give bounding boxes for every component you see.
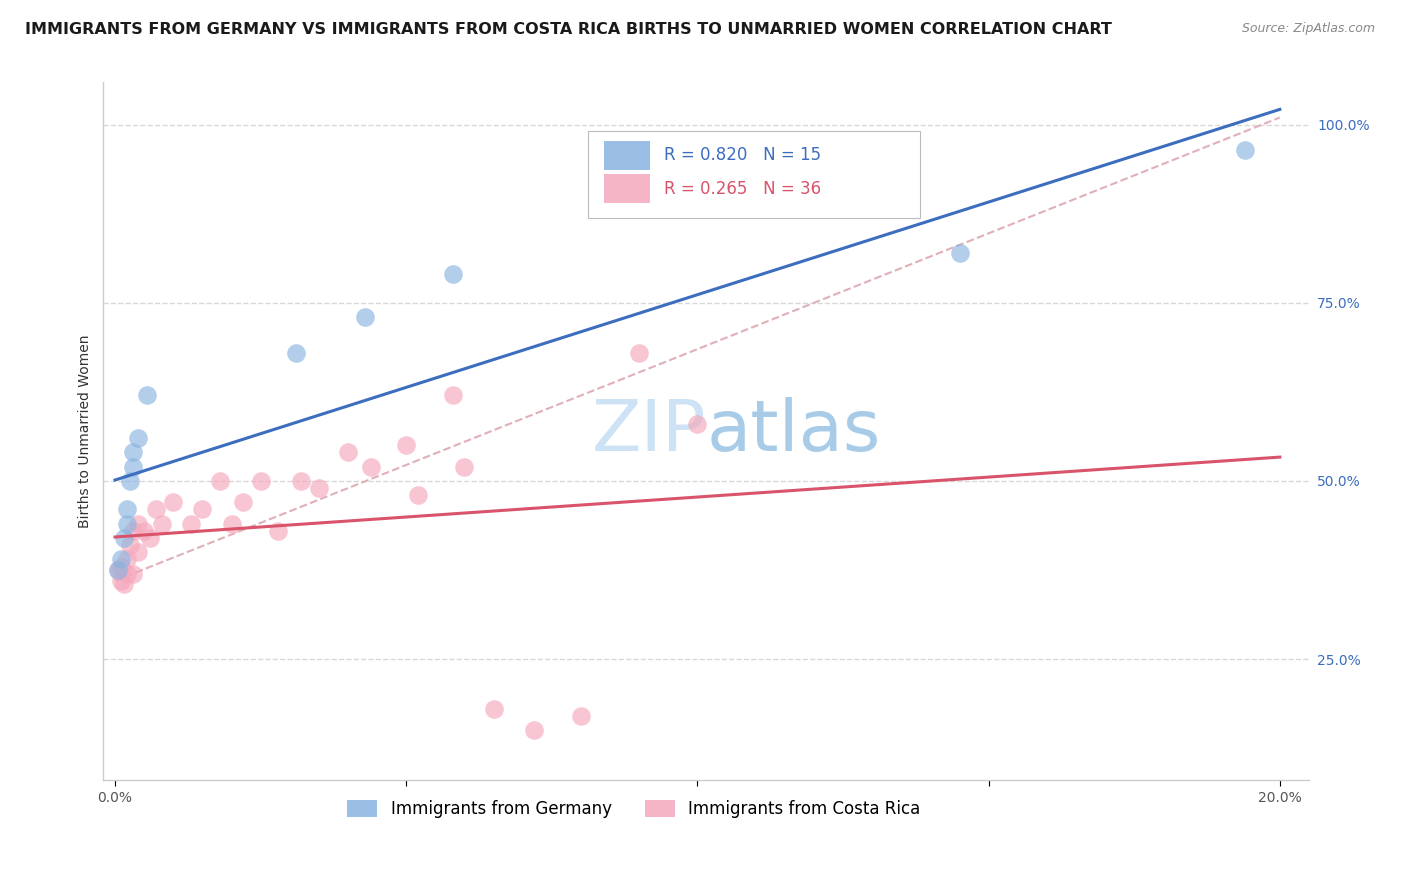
- Legend: Immigrants from Germany, Immigrants from Costa Rica: Immigrants from Germany, Immigrants from…: [340, 793, 927, 824]
- Text: IMMIGRANTS FROM GERMANY VS IMMIGRANTS FROM COSTA RICA BIRTHS TO UNMARRIED WOMEN : IMMIGRANTS FROM GERMANY VS IMMIGRANTS FR…: [25, 22, 1112, 37]
- Point: [136, 388, 159, 402]
- Point: [284, 345, 307, 359]
- Point: [628, 345, 651, 359]
- Point: [360, 459, 382, 474]
- FancyBboxPatch shape: [588, 131, 920, 218]
- Point: [127, 431, 149, 445]
- Point: [150, 516, 173, 531]
- Point: [354, 310, 377, 324]
- Point: [523, 723, 546, 738]
- Point: [107, 563, 129, 577]
- Text: Source: ZipAtlas.com: Source: ZipAtlas.com: [1241, 22, 1375, 36]
- Point: [441, 388, 464, 402]
- Bar: [603, 174, 650, 203]
- Text: ZIP: ZIP: [592, 397, 706, 466]
- Point: [121, 445, 143, 459]
- Point: [115, 502, 138, 516]
- Point: [121, 566, 143, 581]
- Point: [406, 488, 429, 502]
- Point: [121, 459, 143, 474]
- Point: [482, 702, 505, 716]
- Text: R = 0.820   N = 15: R = 0.820 N = 15: [664, 146, 821, 164]
- Point: [110, 574, 132, 588]
- Point: [686, 417, 709, 431]
- Point: [110, 552, 132, 566]
- Point: [145, 502, 167, 516]
- Point: [134, 524, 156, 538]
- Point: [118, 538, 141, 552]
- Point: [107, 563, 129, 577]
- Point: [221, 516, 243, 531]
- Point: [232, 495, 254, 509]
- Point: [948, 246, 970, 260]
- Point: [441, 268, 464, 282]
- Point: [267, 524, 290, 538]
- Point: [569, 709, 592, 723]
- Point: [208, 474, 231, 488]
- Point: [139, 531, 162, 545]
- Point: [118, 474, 141, 488]
- Point: [127, 516, 149, 531]
- Point: [112, 531, 135, 545]
- Point: [115, 552, 138, 566]
- Point: [395, 438, 418, 452]
- Point: [191, 502, 214, 516]
- Text: atlas: atlas: [706, 397, 880, 466]
- Point: [249, 474, 271, 488]
- Point: [127, 545, 149, 559]
- Point: [110, 559, 132, 574]
- Point: [453, 459, 475, 474]
- Point: [162, 495, 184, 509]
- Point: [1233, 143, 1256, 157]
- Point: [115, 516, 138, 531]
- Text: R = 0.265   N = 36: R = 0.265 N = 36: [664, 180, 821, 198]
- Bar: [603, 141, 650, 169]
- Y-axis label: Births to Unmarried Women: Births to Unmarried Women: [79, 334, 93, 528]
- Point: [337, 445, 360, 459]
- Point: [308, 481, 330, 495]
- Point: [290, 474, 312, 488]
- Point: [112, 577, 135, 591]
- Point: [121, 524, 143, 538]
- Point: [115, 566, 138, 581]
- Point: [180, 516, 202, 531]
